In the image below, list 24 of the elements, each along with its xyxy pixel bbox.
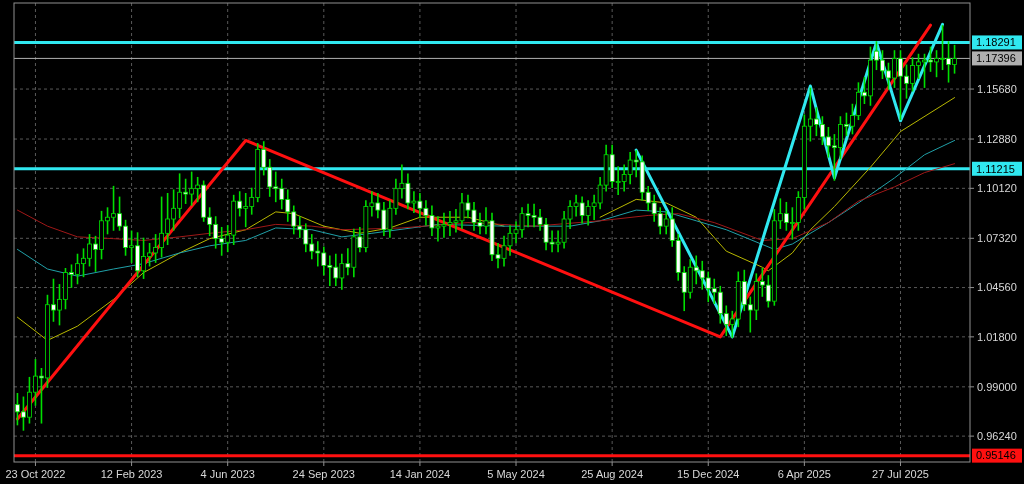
line-series — [16, 163, 956, 241]
y-tick-label: 1.10120 — [977, 182, 1017, 195]
x-tick-label: 23 Oct 2022 — [5, 468, 66, 480]
ref-line-label: 0.95146 — [976, 449, 1016, 462]
ref-line-label: 1.11215 — [976, 162, 1015, 175]
x-tick-label: 15 Dec 2024 — [677, 468, 740, 480]
line-series — [16, 139, 956, 277]
x-tick-label: 12 Feb 2023 — [100, 468, 163, 480]
y-tick-label: 1.04560 — [977, 281, 1017, 294]
y-tick-label: 1.07320 — [977, 232, 1017, 245]
x-tick-label: 14 Jan 2024 — [389, 468, 451, 480]
x-tick-label: 27 Jul 2025 — [872, 468, 929, 480]
y-tick-label: 1.12880 — [977, 132, 1017, 145]
x-tick-label: 25 Aug 2024 — [581, 468, 644, 480]
x-tick-label: 24 Sep 2023 — [292, 468, 355, 480]
ref-line-label: 1.18291 — [976, 36, 1016, 49]
x-tick-label: 5 May 2024 — [487, 468, 545, 480]
x-tick-label: 6 Apr 2025 — [777, 468, 831, 480]
ref-line-label: 1.17396 — [976, 52, 1016, 65]
x-tick-label: 4 Jun 2023 — [200, 468, 255, 480]
y-tick-label: 1.01800 — [977, 330, 1017, 343]
y-tick-label: 1.15680 — [977, 82, 1017, 95]
y-tick-label: 0.99000 — [977, 380, 1017, 393]
y-tick-label: 0.96240 — [977, 429, 1017, 442]
